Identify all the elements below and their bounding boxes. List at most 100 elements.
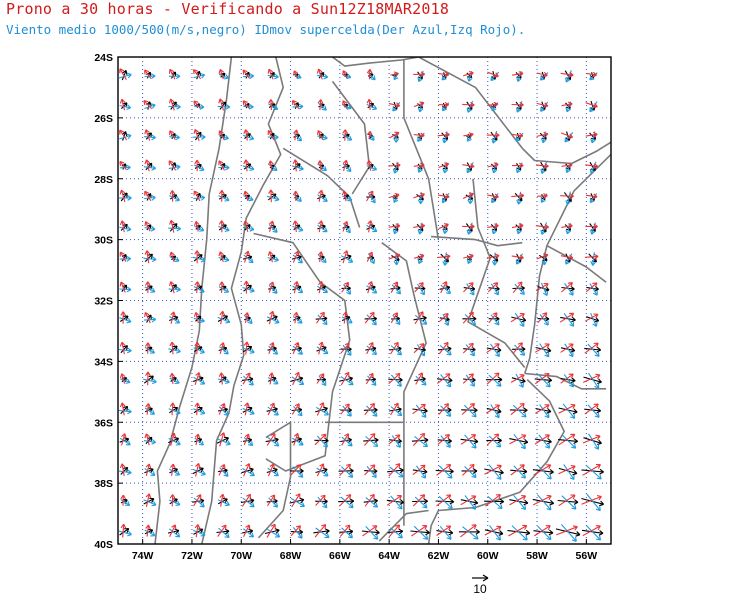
right-mover-vector xyxy=(366,103,378,111)
right-mover-vector xyxy=(120,378,131,384)
mean-wind-vector xyxy=(170,101,177,110)
lat-tick-label: 34S xyxy=(94,356,113,368)
left-mover-vector xyxy=(388,102,401,108)
left-mover-vector xyxy=(486,372,500,385)
left-mover-vector xyxy=(512,281,523,294)
right-mover-vector xyxy=(540,282,549,297)
right-mover-vector xyxy=(342,104,352,110)
right-mover-vector xyxy=(118,469,132,476)
right-mover-vector xyxy=(292,527,303,539)
lat-tick-label: 26S xyxy=(94,113,113,125)
right-mover-vector xyxy=(391,435,401,448)
left-mover-vector xyxy=(484,464,502,475)
lon-tick-label: 56W xyxy=(576,550,598,562)
right-mover-vector xyxy=(514,283,525,295)
mean-wind-vector xyxy=(144,528,154,535)
left-mover-vector xyxy=(144,312,151,324)
left-mover-vector xyxy=(268,189,274,203)
right-mover-vector xyxy=(291,165,304,172)
left-mover-vector xyxy=(291,493,301,508)
right-mover-vector xyxy=(168,225,182,232)
right-mover-vector xyxy=(267,377,279,385)
left-mover-vector xyxy=(413,162,425,169)
left-mover-vector xyxy=(218,464,226,476)
border-line xyxy=(282,147,361,228)
right-mover-vector xyxy=(464,495,477,510)
left-mover-vector xyxy=(342,70,348,79)
left-mover-vector xyxy=(268,310,275,325)
left-mover-vector xyxy=(340,403,350,415)
right-mover-vector xyxy=(417,283,425,296)
left-mover-vector xyxy=(341,281,349,293)
left-mover-vector xyxy=(242,69,251,79)
left-mover-vector xyxy=(169,130,176,140)
right-mover-vector xyxy=(267,73,279,80)
right-mover-vector xyxy=(440,374,452,388)
left-mover-vector xyxy=(462,311,474,324)
left-mover-vector xyxy=(510,402,525,416)
left-mover-vector xyxy=(267,130,275,141)
right-mover-vector xyxy=(143,316,157,323)
right-mover-vector xyxy=(512,404,527,418)
left-mover-vector xyxy=(316,68,323,80)
right-mover-vector xyxy=(342,133,353,141)
lat-tick-label: 24S xyxy=(94,52,113,64)
left-mover-vector xyxy=(558,494,576,507)
left-mover-vector xyxy=(267,68,274,80)
right-mover-vector xyxy=(317,224,328,233)
left-mover-vector xyxy=(168,68,176,80)
left-mover-vector xyxy=(268,372,275,385)
left-mover-vector xyxy=(193,128,200,142)
mean-wind-vector xyxy=(120,223,128,231)
right-mover-vector xyxy=(266,316,280,324)
left-mover-vector xyxy=(144,342,151,354)
left-mover-vector xyxy=(389,192,400,199)
left-mover-vector xyxy=(169,402,176,416)
left-mover-vector xyxy=(487,193,499,200)
left-mover-vector xyxy=(242,463,251,477)
right-mover-vector xyxy=(219,467,229,477)
left-mover-vector xyxy=(436,464,452,476)
left-mover-vector xyxy=(194,372,201,385)
left-mover-vector xyxy=(144,129,151,141)
left-mover-vector xyxy=(267,494,276,507)
right-mover-vector xyxy=(393,252,400,266)
left-mover-vector xyxy=(561,223,573,229)
right-mover-vector xyxy=(488,374,502,387)
mean-wind-vector xyxy=(169,345,178,353)
right-mover-vector xyxy=(513,494,527,511)
left-mover-vector xyxy=(487,162,499,168)
left-mover-vector xyxy=(413,343,425,354)
left-mover-vector xyxy=(586,71,597,78)
right-mover-vector xyxy=(318,164,327,172)
left-mover-vector xyxy=(243,433,250,446)
left-mover-vector xyxy=(342,250,349,264)
left-mover-vector xyxy=(438,162,450,169)
right-mover-vector xyxy=(290,497,305,508)
left-mover-vector xyxy=(243,524,251,537)
right-mover-vector xyxy=(119,437,131,446)
right-mover-vector xyxy=(292,254,303,264)
left-mover-vector xyxy=(292,190,299,201)
left-mover-vector xyxy=(119,251,127,262)
right-mover-vector xyxy=(341,255,354,263)
left-mover-vector xyxy=(293,311,299,324)
right-mover-vector xyxy=(144,225,156,232)
right-mover-vector xyxy=(586,525,602,541)
right-mover-vector xyxy=(564,132,574,143)
left-mover-vector xyxy=(266,433,276,446)
right-mover-vector xyxy=(316,435,328,448)
left-mover-vector xyxy=(364,464,376,476)
right-mover-vector xyxy=(467,192,474,204)
left-mover-vector xyxy=(511,192,525,199)
left-mover-vector xyxy=(342,100,348,109)
right-mover-vector xyxy=(268,224,278,233)
left-mover-vector xyxy=(340,342,350,354)
right-mover-vector xyxy=(317,496,328,509)
right-mover-vector xyxy=(562,403,576,419)
left-mover-vector xyxy=(388,223,401,230)
lon-tick-label: 64W xyxy=(378,550,400,562)
right-mover-vector xyxy=(415,465,427,479)
left-mover-vector xyxy=(460,434,477,445)
right-mover-vector xyxy=(169,377,180,385)
